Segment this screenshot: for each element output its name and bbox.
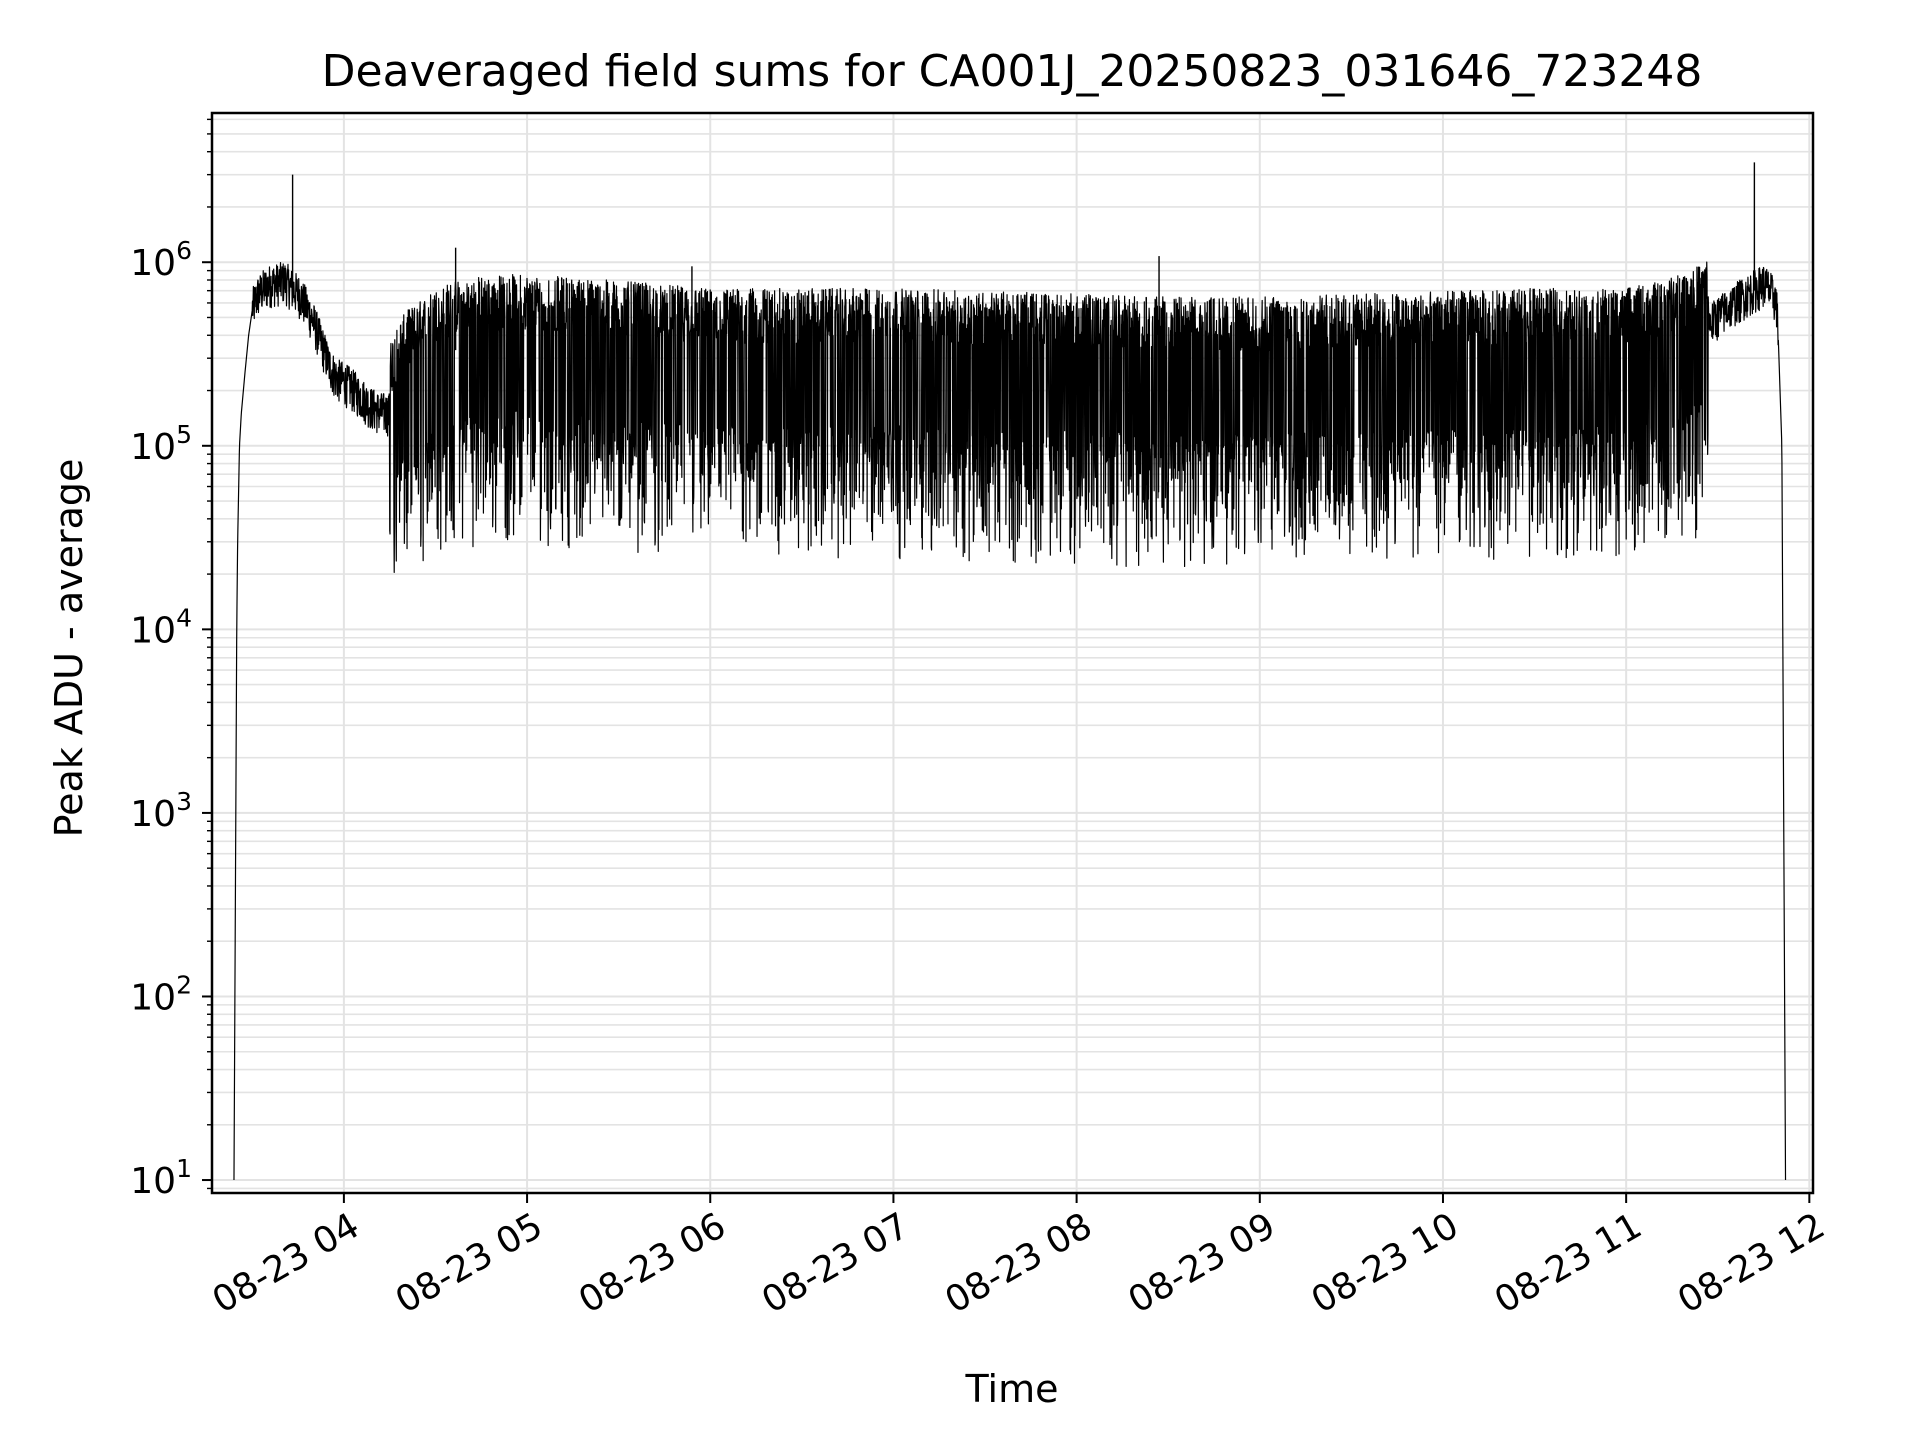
y-tick-label: 106 <box>130 236 192 284</box>
y-axis-label: Peak ADU - average <box>47 459 91 838</box>
series-line <box>233 261 1787 1181</box>
chart-title: Deaveraged field sums for CA001J_2025082… <box>322 46 1703 97</box>
y-tick-label: 105 <box>130 420 192 468</box>
y-tick-label: 103 <box>130 787 192 835</box>
y-tick-label: 102 <box>130 970 192 1018</box>
plot-frame <box>210 111 1815 1195</box>
x-axis-label: Time <box>965 1367 1059 1411</box>
data-layer <box>233 162 1787 1181</box>
y-tick-label: 101 <box>130 1154 192 1202</box>
y-tick-label: 104 <box>130 603 192 651</box>
